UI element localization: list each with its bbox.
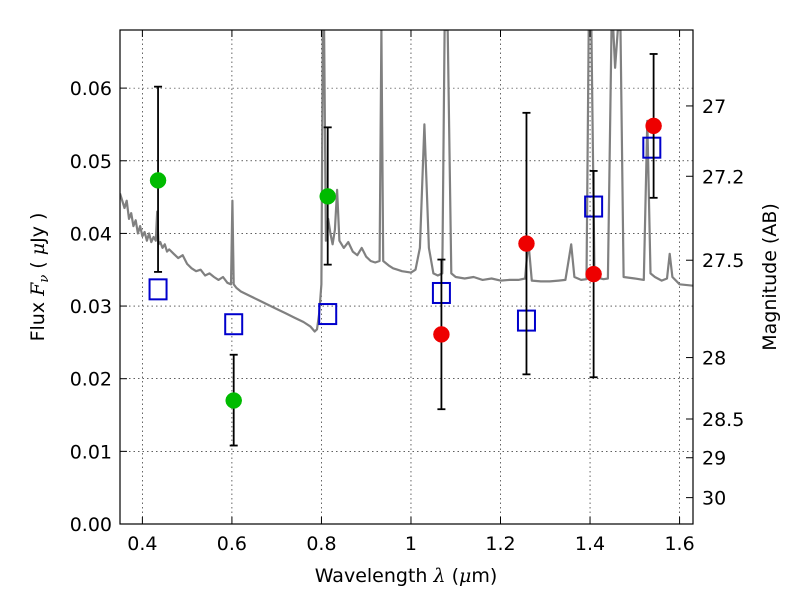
plot-area <box>120 30 693 447</box>
y-tick-label: 0.06 <box>70 78 112 100</box>
axis-ticks: 0.4 0.6 0.8 1 1.2 1.4 1.6 0.00 0.01 0.02 0.03 0.04 0… <box>70 30 744 555</box>
y-tick-label: 0.02 <box>70 369 112 391</box>
y2-tick-label: 27.5 <box>702 250 744 272</box>
model-photometry-square <box>642 136 662 159</box>
x-tick-label: 1.6 <box>664 533 694 555</box>
y-axis-title: Flux Fν ( μJy ) <box>27 213 52 342</box>
y2-tick-label: 27 <box>702 96 726 118</box>
y2-tick-label: 30 <box>702 488 726 510</box>
y-tick-label: 0.05 <box>70 151 112 173</box>
x-tick-label: 0.6 <box>217 533 247 555</box>
flux-point <box>149 172 167 189</box>
x-tick-label: 1.4 <box>575 533 605 555</box>
flux-point <box>585 265 602 283</box>
y-tick-label: 0.04 <box>70 223 112 245</box>
flux-point <box>518 235 535 252</box>
y-tick-label: 0.03 <box>70 296 112 318</box>
x-tick-label: 0.4 <box>127 533 157 555</box>
y-tick-label: 0.01 <box>70 441 112 463</box>
plot-frame <box>119 29 694 525</box>
x-tick-label: 0.8 <box>306 533 336 555</box>
y2-tick-label: 28.5 <box>702 409 744 431</box>
y2-tick-label: 27.2 <box>702 166 744 188</box>
flux-point <box>645 117 662 135</box>
flux-point <box>319 188 336 205</box>
y-tick-label: 0.00 <box>70 514 112 536</box>
flux-point <box>433 326 450 343</box>
y2-tick-label: 28 <box>702 348 726 370</box>
model-photometry-square <box>224 313 244 336</box>
y2-axis-title: Magnitude (AB) <box>759 203 781 351</box>
x-tick-label: 1.2 <box>485 533 515 555</box>
spectrum-line <box>120 30 693 333</box>
x-axis-title: Wavelength λ (μm) <box>315 565 498 587</box>
model-photometry-square <box>148 278 168 301</box>
model-photometry-square <box>318 303 338 326</box>
flux-point <box>225 392 242 409</box>
x-tick-label: 1 <box>405 533 417 555</box>
y2-tick-label: 29 <box>702 448 726 470</box>
